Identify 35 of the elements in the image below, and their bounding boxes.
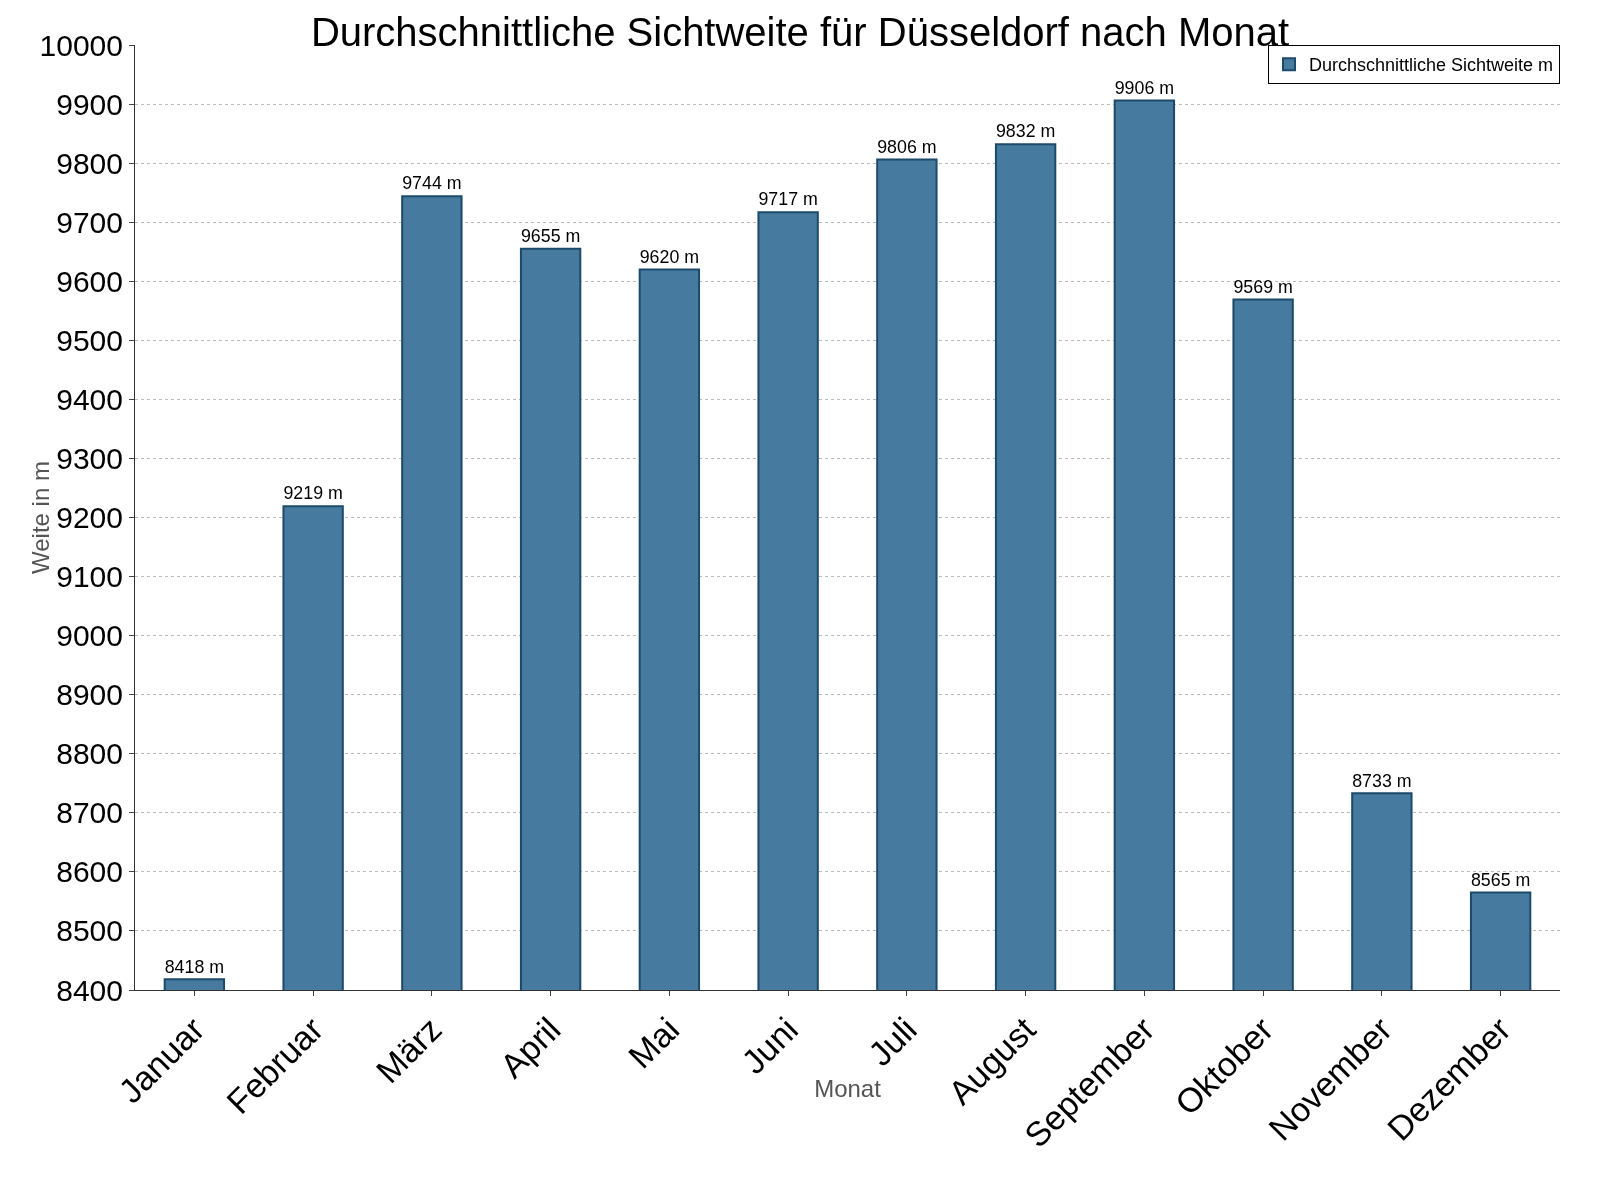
x-tick-label: Mai: [620, 1009, 687, 1076]
data-label: 9219 m: [283, 483, 343, 504]
y-tick-label: 9500: [56, 323, 123, 357]
y-tick-label: 9100: [56, 560, 123, 594]
y-tick-label: 8800: [56, 737, 123, 771]
data-label: 9569 m: [1233, 276, 1293, 297]
data-label: 9832 m: [995, 121, 1056, 142]
y-tick-label: 8600: [56, 855, 123, 889]
y-tick-label: 9200: [56, 501, 123, 534]
y-tick-label: 9700: [56, 205, 123, 239]
y-tick-label: 9400: [56, 382, 123, 416]
x-axis-title: Monat: [814, 1074, 882, 1102]
data-label: 9655 m: [520, 225, 581, 246]
data-label: 9806 m: [877, 136, 937, 157]
chart-title: Durchschnittliche Sichtweite für Düsseldorf nach Monat: [310, 10, 1290, 54]
data-label: 8565 m: [1470, 869, 1531, 890]
y-tick-label: 9300: [56, 441, 123, 475]
y-tick-label: 10000: [39, 28, 123, 62]
data-label: 8733 m: [1352, 770, 1412, 791]
legend-label: Durchschnittliche Sichtweite m: [1309, 55, 1554, 76]
y-tick-label: 9900: [56, 87, 123, 121]
y-tick-label: 8500: [56, 914, 123, 948]
y-tick-label: 9000: [56, 619, 123, 653]
data-label: 9906 m: [1114, 77, 1175, 98]
y-tick-label: 8700: [56, 796, 123, 830]
data-label: 9620 m: [639, 246, 700, 267]
y-tick-label: 9600: [56, 264, 123, 298]
y-tick-label: 8400: [56, 973, 123, 1007]
y-tick-label: 8900: [56, 678, 123, 712]
x-tick-label: Juli: [860, 1009, 924, 1073]
data-label: 9717 m: [758, 189, 818, 210]
y-tick-label: 9800: [56, 146, 123, 180]
data-label: 9744 m: [402, 173, 462, 194]
y-axis-title: Weite in m: [27, 461, 55, 574]
data-label: 8418 m: [164, 956, 225, 977]
